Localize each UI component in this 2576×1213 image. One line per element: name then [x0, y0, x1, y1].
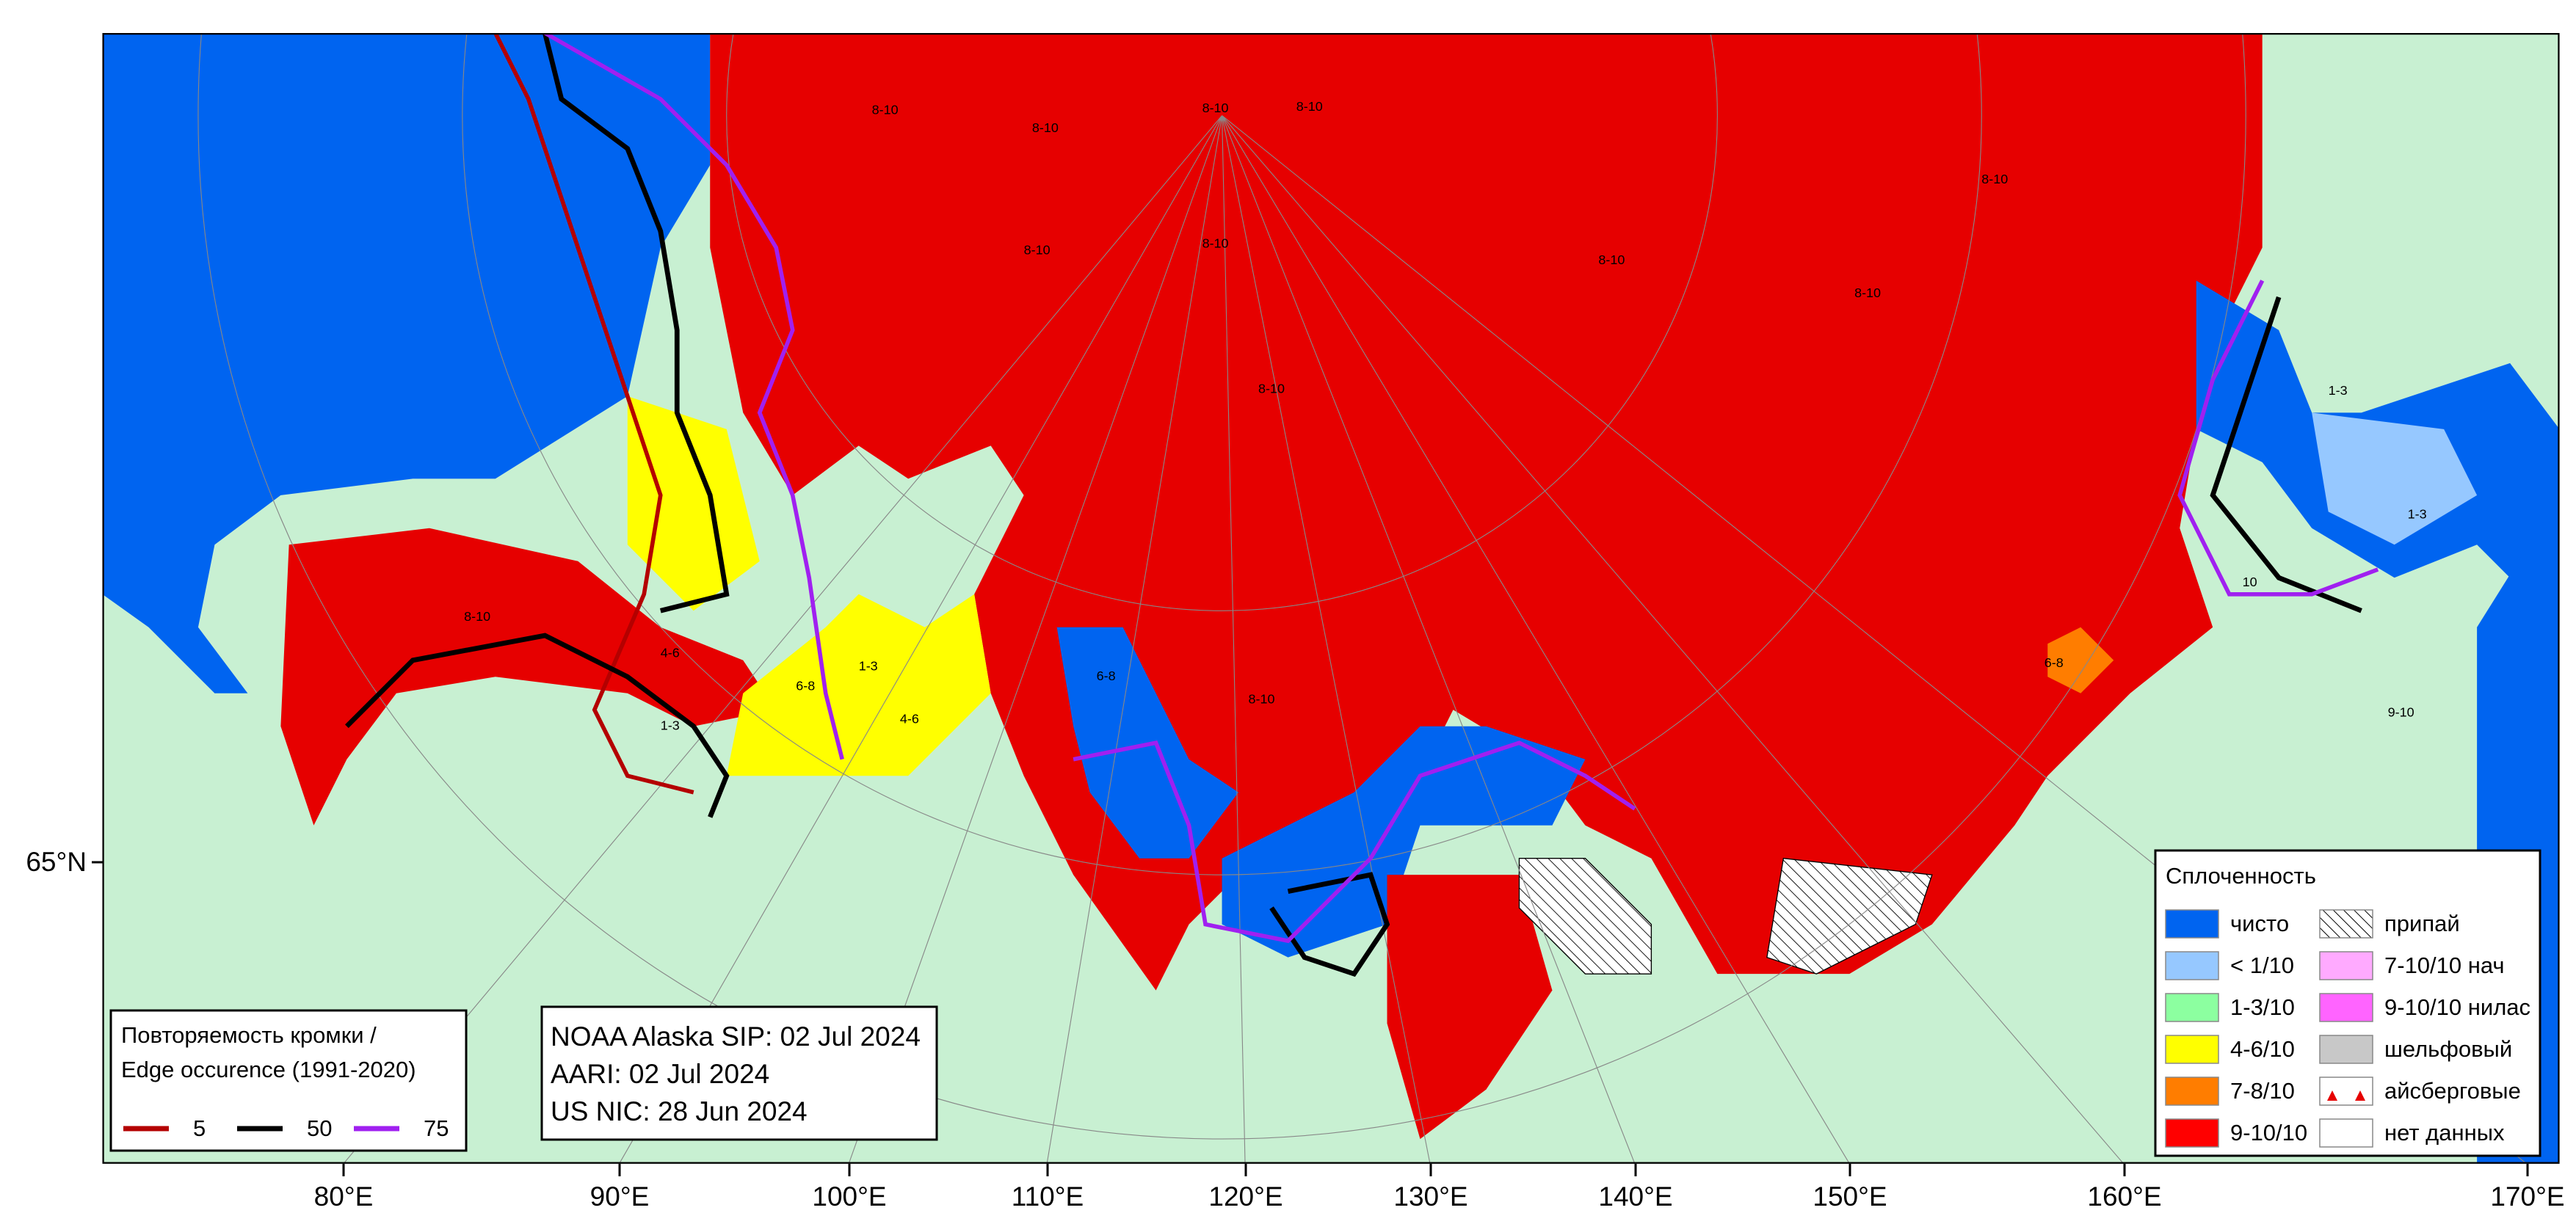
longitude-label: 120°E: [1208, 1181, 1282, 1212]
edge-legend-items: 5 50 75: [123, 1115, 449, 1141]
longitude-label: 80°E: [314, 1181, 374, 1212]
longitude-label: 100°E: [812, 1181, 886, 1212]
legend-label: 9-10/10 нилас: [2384, 994, 2530, 1020]
fast-ice: [1518, 858, 1652, 975]
map-label: 1-3: [2329, 383, 2348, 398]
ice-9-10: [280, 528, 777, 826]
map-label: 8-10: [1981, 172, 2008, 186]
map-label: 1-3: [661, 718, 680, 732]
map-label: 4-6: [661, 646, 680, 660]
longitude-label: 130°E: [1393, 1181, 1467, 1212]
edge-legend-label: 75: [424, 1115, 449, 1141]
longitude-label: 170°E: [2490, 1181, 2564, 1212]
legend-label: нет данных: [2384, 1120, 2505, 1145]
legend-swatch: [2319, 951, 2373, 980]
edge-75-line: [1073, 740, 1636, 944]
longitude-label: 110°E: [1012, 1181, 1084, 1212]
edge-50-line: [543, 32, 730, 613]
legend-label: 4-6/10: [2230, 1036, 2295, 1062]
legend-swatch: [2319, 993, 2373, 1022]
iceberg-symbol: [2355, 1090, 2365, 1101]
edge-legend-title: Повторяемость кромки /: [121, 1022, 377, 1048]
legend-swatch: [2165, 909, 2219, 939]
ice-4-6: [627, 396, 760, 611]
latitude-label: 65°N: [26, 847, 87, 877]
legend-label: 1-3/10: [2230, 994, 2295, 1020]
longitude-axis: 80°E 90°E 100°E 110°E 120°E 130°E 140°E 150°E 16…: [314, 1164, 2565, 1212]
edge-50-line: [2210, 296, 2362, 613]
edge-legend-label: 5: [193, 1115, 206, 1141]
map-label: 8-10: [1598, 252, 1625, 267]
legend-label: < 1/10: [2230, 952, 2294, 978]
legend-label: припай: [2384, 911, 2460, 936]
legend-swatch: [2319, 909, 2373, 939]
open-water: [102, 32, 711, 693]
longitude-label: 160°E: [2087, 1181, 2161, 1212]
ice-9-10: [1387, 875, 1553, 1140]
edge-legend-title: Edge occurence (1991-2020): [121, 1057, 416, 1082]
map-label: 8-10: [1258, 382, 1285, 396]
edge-legend-label: 50: [307, 1115, 332, 1141]
map-label: 1-3: [2408, 507, 2427, 522]
map-label: 6-8: [1097, 669, 1116, 683]
legend-label: 7-8/10: [2230, 1078, 2295, 1104]
edge-5-line: [493, 32, 694, 795]
map-label: 8-10: [464, 609, 490, 624]
ice-7-8: [2047, 627, 2114, 693]
open-water: [1222, 726, 1586, 958]
edge-75-line: [543, 32, 844, 760]
map-label: 8-10: [1854, 285, 1881, 300]
legend-swatch: [2165, 951, 2219, 980]
concentration-legend-items: чисто < 1/10 1-3/10 4-6/10 7-8/10 9-10/10 прип…: [2165, 909, 2530, 1148]
map-label: 8-10: [1249, 691, 1275, 706]
map-label: 8-10: [1296, 99, 1323, 114]
iceberg-symbol: [2327, 1090, 2337, 1101]
map-label: 4-6: [900, 711, 919, 726]
concentration-legend-title: Сплоченность: [2166, 863, 2316, 889]
edge-legend-box: [109, 1009, 468, 1152]
legend-swatch: [2165, 1077, 2219, 1106]
map-label: 8-10: [872, 102, 899, 117]
source-line: NOAA Alaska SIP: 02 Jul 2024: [551, 1021, 921, 1052]
map-label: 8-10: [1202, 101, 1229, 115]
graticule: [197, 32, 2527, 1164]
longitude-label: 150°E: [1813, 1181, 1887, 1212]
legend-swatch: [2165, 993, 2219, 1022]
map-label: 8-10: [1032, 120, 1059, 135]
legend-label: шельфовый: [2384, 1036, 2512, 1062]
longitude-label: 90°E: [590, 1181, 650, 1212]
ice-lt-1: [2312, 412, 2478, 545]
source-box: [540, 1005, 938, 1141]
map-label: 6-8: [796, 679, 815, 693]
edge-50-line: [1269, 872, 1390, 977]
fast-ice: [1766, 857, 1933, 975]
map-label: 10: [2243, 575, 2257, 589]
legend-label: 9-10/10: [2230, 1120, 2307, 1145]
edge-75-line: [2177, 280, 2379, 597]
map-label: 6-8: [2045, 655, 2064, 670]
longitude-label: 140°E: [1598, 1181, 1672, 1212]
map-label: 8-10: [1202, 236, 1229, 251]
legend-label: айсберговые: [2384, 1078, 2521, 1104]
source-line: AARI: 02 Jul 2024: [551, 1059, 769, 1089]
legend-swatch: [2319, 1077, 2373, 1106]
source-line: US NIC: 28 Jun 2024: [551, 1096, 808, 1126]
map-label: 9-10: [2388, 704, 2414, 719]
map-area: 8-10 8-10 8-10 8-10 8-10 8-10 8-10 8-10 …: [102, 32, 2560, 1164]
legend-swatch: [2165, 1035, 2219, 1064]
ice-4-6: [726, 594, 991, 776]
map-label: 8-10: [1024, 243, 1051, 258]
edge-50-line: [344, 633, 730, 818]
legend-swatch: [2165, 1118, 2219, 1148]
legend-label: чисто: [2230, 911, 2289, 936]
legend-label: 7-10/10 нач: [2384, 952, 2505, 978]
legend-swatch: [2319, 1035, 2373, 1064]
map-label: 1-3: [859, 659, 878, 674]
legend-swatch: [2319, 1118, 2373, 1148]
